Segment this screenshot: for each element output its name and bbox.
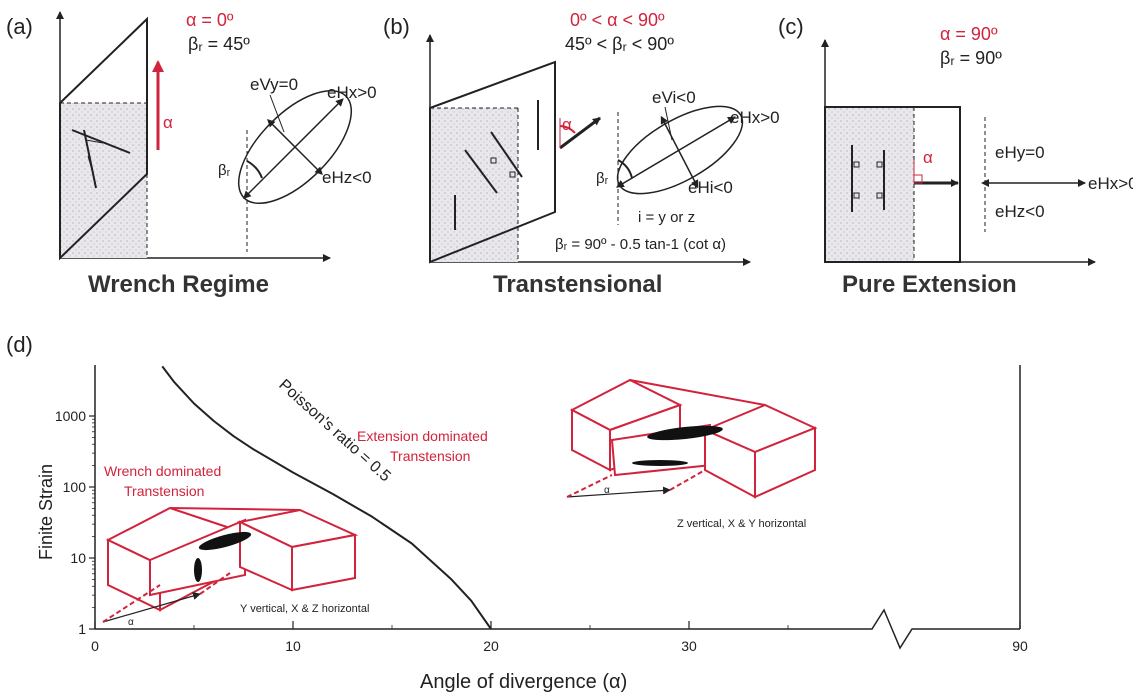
x-ticks: 0 10 20 30 90 (91, 621, 1028, 654)
extension-label-1: Extension dominated (357, 428, 488, 444)
panel-c-ehx: eHx>0 (1088, 174, 1133, 193)
panel-a-alpha-line: α = 0º (186, 10, 234, 30)
x-tick-label: 90 (1012, 638, 1028, 654)
y-axis-label: Finite Strain (36, 464, 56, 560)
panel-c-alpha-sym: α (923, 148, 933, 167)
panel-a-tag: (a) (6, 14, 33, 39)
deformed-zone (60, 103, 147, 258)
x-axis-label: Angle of divergence (α) (420, 671, 627, 693)
panel-a-beta-line: βᵣ = 45º (188, 34, 250, 54)
panel-c-beta-line: βᵣ = 90º (940, 48, 1002, 68)
panel-b-title: Transtensional (493, 271, 662, 298)
panel-c-alpha-line: α = 90º (940, 24, 998, 44)
panel-b-beta-sym: βᵣ (596, 170, 609, 187)
extension-ellipse-1 (647, 425, 723, 441)
panel-c-tag: (c) (778, 14, 804, 39)
panel-a-title: Wrench Regime (88, 271, 269, 298)
panel-a-ehx: eHx>0 (327, 83, 377, 102)
x-tick-label: 0 (91, 638, 99, 654)
wrench-label-1: Wrench dominated (104, 463, 221, 479)
panel-b-ehx: eHx>0 (730, 108, 780, 127)
panel-b: (b) 0º < α < 90º 45º < βᵣ < 90º α βᵣ eVi… (383, 10, 780, 298)
panel-a-beta-sym: βᵣ (218, 162, 231, 179)
panel-a-alpha-arrow: α (163, 113, 173, 132)
wrench-ellipse-h (198, 531, 252, 551)
panel-b-alpha-sym: α (562, 115, 572, 134)
x-axis (95, 608, 1020, 650)
curve-layer (161, 365, 492, 630)
panel-b-ehi: eHi<0 (688, 178, 733, 197)
y-tick-label: 1000 (55, 408, 86, 424)
panel-c-ehz: eHz<0 (995, 202, 1045, 221)
panel-b-alpha-line: 0º < α < 90º (570, 10, 665, 30)
wrench-alpha: α (128, 617, 134, 628)
x-tick-label: 30 (681, 638, 697, 654)
y-ticks: 1 10 100 1000 (55, 408, 95, 637)
wrench-label-2: Transtension (124, 483, 204, 499)
extension-label-2: Transtension (390, 448, 470, 464)
panel-b-tag: (b) (383, 14, 410, 39)
extension-ellipse-2 (632, 460, 688, 466)
panel-d-tag: (d) (6, 332, 33, 357)
extension-block-diagram (569, 378, 818, 499)
panel-c-ehy: eHy=0 (995, 143, 1045, 162)
panel-a-evy: eVy=0 (250, 75, 298, 94)
extension-alpha: α (604, 485, 610, 496)
x-tick-label: 10 (285, 638, 301, 654)
wrench-note: Y vertical, X & Z horizontal (240, 603, 369, 615)
panel-c-title: Pure Extension (842, 271, 1017, 298)
panel-c: (c) α = 90º βᵣ = 90º α eHy=0 eHx>0 eHz<0… (778, 14, 1133, 298)
panel-b-i-note: i = y or z (638, 209, 695, 226)
y-tick-label: 10 (70, 550, 86, 566)
extension-note: Z vertical, X & Y horizontal (677, 518, 806, 530)
panel-d: (d) 1 10 100 1000 0 10 20 30 90 Angle of diverg… (6, 332, 1028, 693)
panel-a: (a) α = 0º βᵣ = 45º α βᵣ eVy=0 eHx>0 eHz… (6, 10, 377, 298)
y-tick-label: 100 (63, 479, 87, 495)
panel-b-beta-line: 45º < βᵣ < 90º (565, 34, 674, 54)
panel-b-evi: eVi<0 (652, 88, 696, 107)
x-tick-label: 20 (483, 638, 499, 654)
y-tick-label: 1 (78, 621, 86, 637)
panel-b-formula: βᵣ = 90º - 0.5 tan-1 (cot α) (555, 236, 726, 253)
panel-a-ehz: eHz<0 (322, 168, 372, 187)
wrench-ellipse-v (194, 558, 202, 582)
poisson-curve (161, 365, 492, 630)
